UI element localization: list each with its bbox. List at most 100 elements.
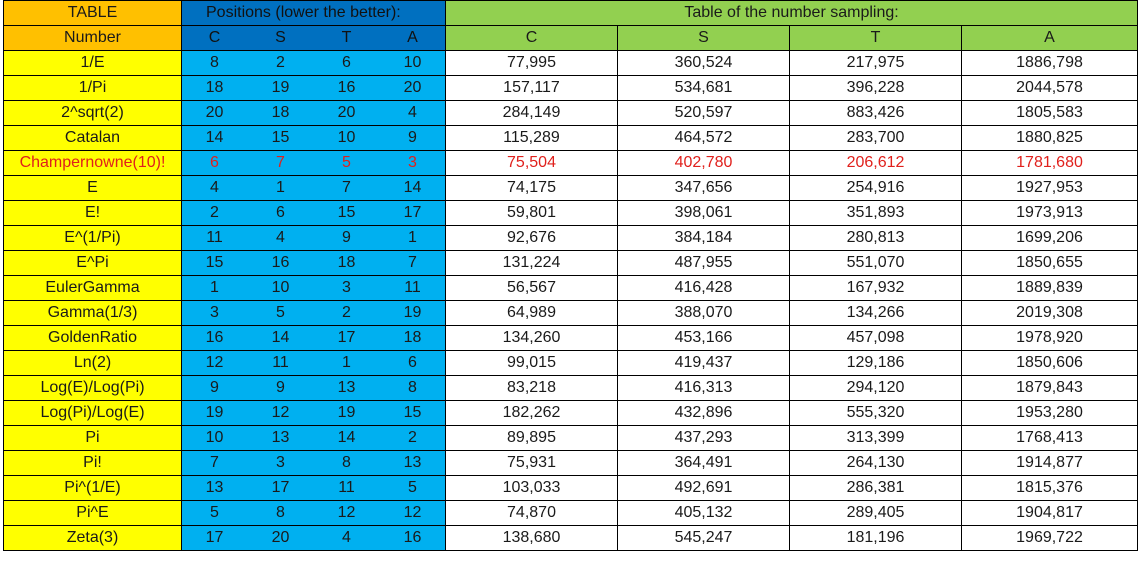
position-cell-t[interactable]: 15: [313, 200, 380, 226]
number-name-cell[interactable]: Gamma(1/3): [3, 300, 182, 326]
position-cell-c[interactable]: 11: [181, 225, 248, 251]
sampling-cell-t[interactable]: 555,320: [789, 400, 962, 426]
position-cell-c[interactable]: 10: [181, 425, 248, 451]
sampling-cell-a[interactable]: 1889,839: [960, 275, 1139, 301]
position-cell-s[interactable]: 12: [247, 400, 314, 426]
number-name-cell[interactable]: Champernowne(10)!: [3, 150, 182, 176]
position-cell-s[interactable]: 3: [247, 450, 314, 476]
position-cell-c[interactable]: 3: [181, 300, 248, 326]
sampling-cell-c[interactable]: 138,680: [445, 525, 618, 551]
sampling-cell-c[interactable]: 284,149: [445, 100, 618, 126]
position-cell-a[interactable]: 18: [379, 325, 446, 351]
sampling-cell-t[interactable]: 396,228: [789, 75, 962, 101]
sampling-cell-t[interactable]: 283,700: [789, 125, 962, 151]
sampling-cell-a[interactable]: 1781,680: [960, 150, 1139, 176]
sampling-cell-c[interactable]: 83,218: [445, 375, 618, 401]
sampling-cell-s[interactable]: 384,184: [617, 225, 790, 251]
position-cell-a[interactable]: 13: [379, 450, 446, 476]
sampling-cell-s[interactable]: 545,247: [617, 525, 790, 551]
position-cell-s[interactable]: 5: [247, 300, 314, 326]
sampling-cell-t[interactable]: 129,186: [789, 350, 962, 376]
sampling-cell-a[interactable]: 1880,825: [960, 125, 1139, 151]
sampling-cell-c[interactable]: 74,870: [445, 500, 618, 526]
sampling-cell-s[interactable]: 520,597: [617, 100, 790, 126]
position-cell-c[interactable]: 5: [181, 500, 248, 526]
sampling-cell-c[interactable]: 157,117: [445, 75, 618, 101]
sampling-cell-t[interactable]: 181,196: [789, 525, 962, 551]
sampling-cell-a[interactable]: 1969,722: [960, 525, 1139, 551]
position-cell-s[interactable]: 1: [247, 175, 314, 201]
sampling-cell-c[interactable]: 92,676: [445, 225, 618, 251]
position-cell-a[interactable]: 1: [379, 225, 446, 251]
table-label-cell[interactable]: TABLE: [3, 0, 182, 26]
position-cell-t[interactable]: 1: [313, 350, 380, 376]
sampling-cell-t[interactable]: 883,426: [789, 100, 962, 126]
sampling-cell-a[interactable]: 1815,376: [960, 475, 1139, 501]
number-name-cell[interactable]: 1/E: [3, 50, 182, 76]
position-cell-s[interactable]: 9: [247, 375, 314, 401]
number-name-cell[interactable]: EulerGamma: [3, 275, 182, 301]
position-cell-t[interactable]: 4: [313, 525, 380, 551]
sampling-cell-c[interactable]: 75,504: [445, 150, 618, 176]
number-name-cell[interactable]: E: [3, 175, 182, 201]
sampling-cell-t[interactable]: 551,070: [789, 250, 962, 276]
position-cell-s[interactable]: 18: [247, 100, 314, 126]
position-cell-a[interactable]: 2: [379, 425, 446, 451]
sampling-cell-s[interactable]: 432,896: [617, 400, 790, 426]
sampling-cell-s[interactable]: 492,691: [617, 475, 790, 501]
position-cell-c[interactable]: 4: [181, 175, 248, 201]
position-cell-s[interactable]: 15: [247, 125, 314, 151]
sampling-cell-a[interactable]: 1850,655: [960, 250, 1139, 276]
position-cell-a[interactable]: 16: [379, 525, 446, 551]
position-cell-t[interactable]: 13: [313, 375, 380, 401]
sampling-cell-s[interactable]: 437,293: [617, 425, 790, 451]
position-cell-c[interactable]: 2: [181, 200, 248, 226]
position-cell-t[interactable]: 16: [313, 75, 380, 101]
position-cell-a[interactable]: 14: [379, 175, 446, 201]
sampling-cell-c[interactable]: 59,801: [445, 200, 618, 226]
sampling-cell-s[interactable]: 464,572: [617, 125, 790, 151]
position-cell-s[interactable]: 7: [247, 150, 314, 176]
position-cell-t[interactable]: 17: [313, 325, 380, 351]
position-cell-a[interactable]: 9: [379, 125, 446, 151]
sampling-cell-s[interactable]: 398,061: [617, 200, 790, 226]
pos-col-header-c[interactable]: C: [181, 25, 248, 51]
sampling-cell-a[interactable]: 1978,920: [960, 325, 1139, 351]
sampling-cell-t[interactable]: 167,932: [789, 275, 962, 301]
sampling-cell-s[interactable]: 360,524: [617, 50, 790, 76]
position-cell-t[interactable]: 2: [313, 300, 380, 326]
sampling-cell-s[interactable]: 402,780: [617, 150, 790, 176]
position-cell-t[interactable]: 6: [313, 50, 380, 76]
positions-title-cell[interactable]: Positions (lower the better):: [181, 0, 446, 26]
number-name-cell[interactable]: Catalan: [3, 125, 182, 151]
sampling-cell-s[interactable]: 453,166: [617, 325, 790, 351]
sampling-cell-a[interactable]: 1904,817: [960, 500, 1139, 526]
sampling-cell-c[interactable]: 74,175: [445, 175, 618, 201]
position-cell-t[interactable]: 8: [313, 450, 380, 476]
position-cell-a[interactable]: 5: [379, 475, 446, 501]
number-name-cell[interactable]: Log(Pi)/Log(E): [3, 400, 182, 426]
sampling-cell-c[interactable]: 131,224: [445, 250, 618, 276]
sampling-cell-c[interactable]: 134,260: [445, 325, 618, 351]
sampling-cell-s[interactable]: 416,428: [617, 275, 790, 301]
sampling-cell-t[interactable]: 286,381: [789, 475, 962, 501]
position-cell-a[interactable]: 11: [379, 275, 446, 301]
position-cell-c[interactable]: 6: [181, 150, 248, 176]
position-cell-a[interactable]: 20: [379, 75, 446, 101]
samp-col-header-s[interactable]: S: [617, 25, 790, 51]
sampling-cell-s[interactable]: 347,656: [617, 175, 790, 201]
sampling-cell-t[interactable]: 280,813: [789, 225, 962, 251]
position-cell-c[interactable]: 7: [181, 450, 248, 476]
position-cell-c[interactable]: 12: [181, 350, 248, 376]
position-cell-s[interactable]: 2: [247, 50, 314, 76]
sampling-cell-s[interactable]: 534,681: [617, 75, 790, 101]
position-cell-s[interactable]: 17: [247, 475, 314, 501]
sampling-cell-a[interactable]: 1953,280: [960, 400, 1139, 426]
position-cell-t[interactable]: 9: [313, 225, 380, 251]
number-name-cell[interactable]: E^(1/Pi): [3, 225, 182, 251]
samp-col-header-t[interactable]: T: [789, 25, 962, 51]
position-cell-s[interactable]: 19: [247, 75, 314, 101]
sampling-cell-c[interactable]: 77,995: [445, 50, 618, 76]
number-name-cell[interactable]: Pi!: [3, 450, 182, 476]
sampling-cell-a[interactable]: 1927,953: [960, 175, 1139, 201]
